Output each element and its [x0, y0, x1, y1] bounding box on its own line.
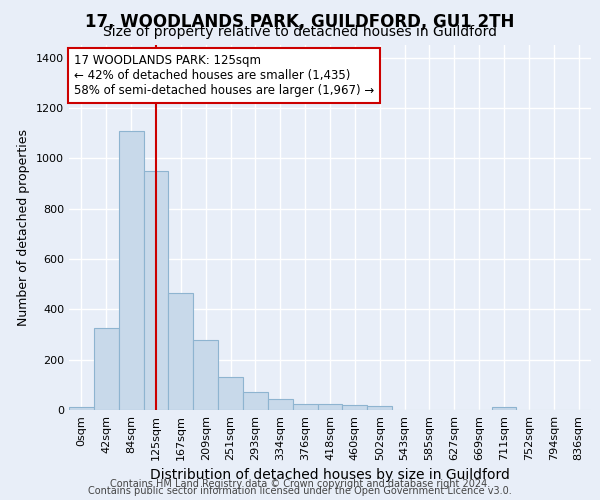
X-axis label: Distribution of detached houses by size in Guildford: Distribution of detached houses by size … [150, 468, 510, 482]
Text: Contains public sector information licensed under the Open Government Licence v3: Contains public sector information licen… [88, 486, 512, 496]
Bar [143, 171, 169, 410]
Bar [69, 408, 94, 410]
Text: Contains HM Land Registry data © Crown copyright and database right 2024.: Contains HM Land Registry data © Crown c… [110, 479, 490, 489]
Bar [193, 340, 218, 410]
Bar [218, 378, 243, 410]
Bar [343, 405, 367, 410]
Bar [169, 293, 193, 410]
Text: 17, WOODLANDS PARK, GUILDFORD, GU1 2TH: 17, WOODLANDS PARK, GUILDFORD, GU1 2TH [85, 12, 515, 30]
Text: 17 WOODLANDS PARK: 125sqm
← 42% of detached houses are smaller (1,435)
58% of se: 17 WOODLANDS PARK: 125sqm ← 42% of detac… [74, 54, 374, 97]
Bar [243, 392, 268, 410]
Bar [367, 406, 392, 410]
Bar [491, 408, 517, 410]
Bar [317, 404, 343, 410]
Y-axis label: Number of detached properties: Number of detached properties [17, 129, 31, 326]
Bar [94, 328, 119, 410]
Bar [268, 400, 293, 410]
Bar [119, 130, 143, 410]
Text: Size of property relative to detached houses in Guildford: Size of property relative to detached ho… [103, 25, 497, 39]
Bar [293, 404, 317, 410]
